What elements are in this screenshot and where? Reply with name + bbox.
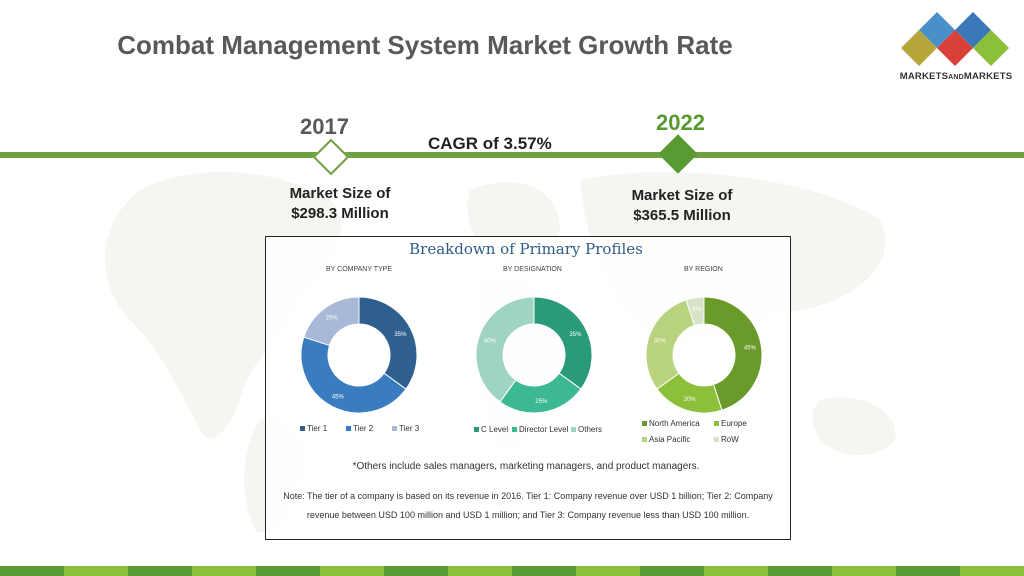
bottom-bar-segment: [64, 566, 128, 576]
market-size-2017-value: $298.3 Million: [291, 205, 389, 222]
bottom-bar-segment: [512, 566, 576, 576]
donut-slice: [303, 296, 360, 347]
breakdown-title: Breakdown of Primary Profiles: [409, 240, 643, 258]
legend-item: Tier 3: [392, 424, 419, 433]
legend-item: Others: [571, 425, 602, 434]
bottom-bar-segment: [704, 566, 768, 576]
market-size-2017-label: Market Size of: [289, 185, 391, 202]
slice-value-label: 20%: [684, 397, 697, 403]
bottom-bar-segment: [256, 566, 320, 576]
bottom-decorative-bar: [0, 566, 1024, 576]
year-2022: 2022: [656, 110, 705, 135]
legend-item: C Level: [474, 425, 508, 434]
cagr-label: CAGR of 3.57%: [428, 134, 552, 153]
slice-value-label: 30%: [654, 339, 667, 345]
slice-value-label: 45%: [332, 394, 345, 400]
market-size-2017: Market Size of $298.3 Million: [270, 184, 410, 224]
legend-item: Europe: [714, 419, 747, 428]
chart-title-company-type: BY COMPANY TYPE: [326, 266, 393, 273]
bottom-bar-segment: [320, 566, 384, 576]
legend-item: RoW: [714, 435, 739, 444]
donut-slice: [300, 336, 407, 414]
breakdown-panel: Breakdown of Primary Profiles BY COMPANY…: [265, 236, 791, 540]
bottom-bar-segment: [640, 566, 704, 576]
year-2017: 2017: [300, 114, 349, 139]
bottom-bar-segment: [384, 566, 448, 576]
market-size-2022: Market Size of $365.5 Million: [612, 186, 752, 226]
legend-item: Director Level: [512, 425, 568, 434]
bottom-bar-segment: [896, 566, 960, 576]
bottom-bar-segment: [0, 566, 64, 576]
slice-value-label: 5%: [692, 307, 701, 313]
page-title: Combat Management System Market Growth R…: [117, 30, 733, 60]
slice-value-label: 35%: [569, 332, 582, 338]
slice-value-label: 45%: [744, 346, 757, 352]
bottom-bar-segment: [960, 566, 1024, 576]
marketsandmarkets-logo: [901, 12, 1009, 66]
slice-value-label: 35%: [394, 332, 407, 338]
bottom-bar-segment: [192, 566, 256, 576]
timeline-bar: [0, 152, 1024, 158]
legend-item: Tier 1: [300, 424, 327, 433]
legend-item: North America: [642, 419, 700, 428]
legend-item: Asia Pacific: [642, 435, 690, 444]
donut-slice: [358, 296, 418, 390]
donut-slice: [475, 296, 535, 403]
chart-title-designation: BY DESIGNATION: [503, 266, 562, 273]
donut-charts: 35% 45% 20% 35% 25% 40% 45% 20% 30% 5%: [300, 296, 763, 414]
slice-value-label: 20%: [326, 315, 339, 321]
donut-slice: [685, 296, 705, 327]
donut-slice: [533, 296, 593, 390]
market-size-2022-value: $365.5 Million: [633, 207, 731, 224]
bottom-bar-segment: [448, 566, 512, 576]
logo-text: MARKETSANDMARKETS: [899, 71, 1013, 82]
footnote: *Others include sales managers, marketin…: [352, 461, 700, 472]
bottom-bar-segment: [768, 566, 832, 576]
tier-note: Note: The tier of a company is based on …: [283, 491, 773, 520]
donut-slice: [645, 299, 696, 390]
bottom-bar-segment: [128, 566, 192, 576]
donut-slice: [703, 296, 763, 411]
legend-item: Tier 2: [346, 424, 373, 433]
slice-value-label: 25%: [535, 399, 548, 405]
bottom-bar-segment: [832, 566, 896, 576]
bottom-bar-segment: [576, 566, 640, 576]
market-size-2022-label: Market Size of: [631, 187, 733, 204]
slice-value-label: 40%: [484, 339, 497, 345]
chart-title-region: BY REGION: [684, 266, 723, 273]
